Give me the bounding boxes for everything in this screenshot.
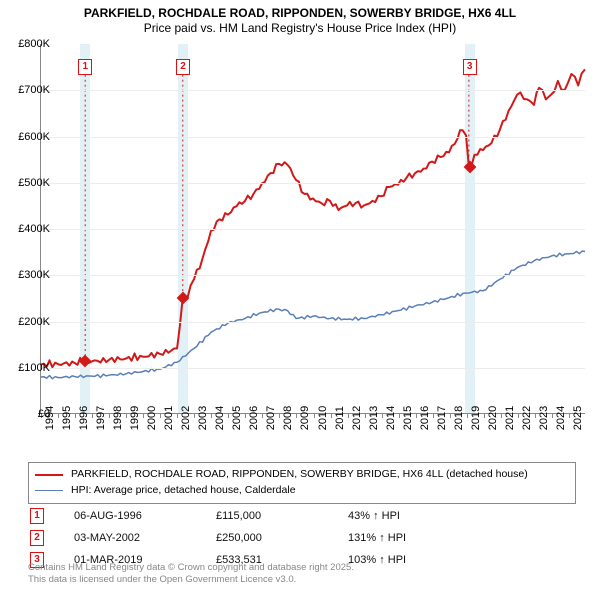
x-tick-label: 2012 bbox=[351, 406, 363, 430]
x-tick-label: 1994 bbox=[44, 406, 56, 430]
chart-title: PARKFIELD, ROCHDALE ROAD, RIPPONDEN, SOW… bbox=[0, 0, 600, 36]
legend-label: HPI: Average price, detached house, Cald… bbox=[71, 483, 296, 499]
y-tick-label: £500K bbox=[6, 177, 50, 189]
footer-attribution: Contains HM Land Registry data © Crown c… bbox=[28, 562, 354, 586]
legend-item: PARKFIELD, ROCHDALE ROAD, RIPPONDEN, SOW… bbox=[35, 467, 569, 483]
x-tick-label: 1995 bbox=[61, 406, 73, 430]
x-tick-label: 1997 bbox=[95, 406, 107, 430]
legend-box: PARKFIELD, ROCHDALE ROAD, RIPPONDEN, SOW… bbox=[28, 462, 576, 504]
x-tick-label: 2018 bbox=[453, 406, 465, 430]
sale-pct-cell: 103% ↑ HPI bbox=[348, 550, 468, 570]
x-tick-label: 2020 bbox=[487, 406, 499, 430]
x-tick-label: 2013 bbox=[368, 406, 380, 430]
title-line-2: Price paid vs. HM Land Registry's House … bbox=[0, 21, 600, 36]
y-tick-label: £200K bbox=[6, 316, 50, 328]
x-tick-label: 2005 bbox=[231, 406, 243, 430]
x-tick-label: 2019 bbox=[470, 406, 482, 430]
footer-line-1: Contains HM Land Registry data © Crown c… bbox=[28, 562, 354, 574]
sale-price-cell: £250,000 bbox=[216, 528, 346, 548]
x-tick-label: 2017 bbox=[436, 406, 448, 430]
y-tick-label: £400K bbox=[6, 223, 50, 235]
x-tick-label: 2000 bbox=[146, 406, 158, 430]
title-line-1: PARKFIELD, ROCHDALE ROAD, RIPPONDEN, SOW… bbox=[0, 6, 600, 21]
sale-num-cell: 2 bbox=[30, 528, 72, 548]
y-tick-label: £100K bbox=[6, 362, 50, 374]
legend-item: HPI: Average price, detached house, Cald… bbox=[35, 483, 569, 499]
sale-date-cell: 03-MAY-2002 bbox=[74, 528, 214, 548]
sale-marker-box: 2 bbox=[176, 59, 190, 75]
sale-pct-cell: 131% ↑ HPI bbox=[348, 528, 468, 548]
x-tick-label: 2021 bbox=[504, 406, 516, 430]
table-row: 106-AUG-1996£115,00043% ↑ HPI bbox=[30, 506, 468, 526]
x-tick-label: 1996 bbox=[78, 406, 90, 430]
x-tick-label: 2004 bbox=[214, 406, 226, 430]
x-tick-label: 2011 bbox=[334, 406, 346, 430]
sale-pct-cell: 43% ↑ HPI bbox=[348, 506, 468, 526]
x-tick-label: 2001 bbox=[163, 406, 175, 430]
x-tick-label: 2024 bbox=[555, 406, 567, 430]
y-tick-label: £300K bbox=[6, 269, 50, 281]
x-tick-label: 2016 bbox=[419, 406, 431, 430]
x-tick-label: 2022 bbox=[521, 406, 533, 430]
x-tick-label: 2009 bbox=[299, 406, 311, 430]
legend-swatch bbox=[35, 490, 63, 491]
x-tick-label: 2003 bbox=[197, 406, 209, 430]
table-row: 203-MAY-2002£250,000131% ↑ HPI bbox=[30, 528, 468, 548]
x-tick-label: 1998 bbox=[112, 406, 124, 430]
x-tick-label: 1999 bbox=[129, 406, 141, 430]
footer-line-2: This data is licensed under the Open Gov… bbox=[28, 574, 354, 586]
x-tick-label: 2002 bbox=[180, 406, 192, 430]
x-tick-label: 2025 bbox=[572, 406, 584, 430]
x-tick-label: 2014 bbox=[385, 406, 397, 430]
x-tick-label: 2007 bbox=[265, 406, 277, 430]
plot-area: 1 2 3 bbox=[40, 44, 585, 414]
x-tick-label: 2023 bbox=[538, 406, 550, 430]
legend-label: PARKFIELD, ROCHDALE ROAD, RIPPONDEN, SOW… bbox=[71, 467, 528, 483]
sale-date-cell: 06-AUG-1996 bbox=[74, 506, 214, 526]
legend-swatch bbox=[35, 474, 63, 476]
y-tick-label: £700K bbox=[6, 84, 50, 96]
chart-container: PARKFIELD, ROCHDALE ROAD, RIPPONDEN, SOW… bbox=[0, 0, 600, 590]
x-tick-label: 2008 bbox=[282, 406, 294, 430]
y-tick-label: £800K bbox=[6, 38, 50, 50]
y-tick-label: £600K bbox=[6, 131, 50, 143]
sale-marker-box: 1 bbox=[78, 59, 92, 75]
red-series-line bbox=[41, 69, 585, 367]
sale-marker-box: 3 bbox=[463, 59, 477, 75]
x-tick-label: 2006 bbox=[248, 406, 260, 430]
x-tick-label: 2015 bbox=[402, 406, 414, 430]
sale-num-cell: 1 bbox=[30, 506, 72, 526]
x-tick-label: 2010 bbox=[317, 406, 329, 430]
sale-price-cell: £115,000 bbox=[216, 506, 346, 526]
